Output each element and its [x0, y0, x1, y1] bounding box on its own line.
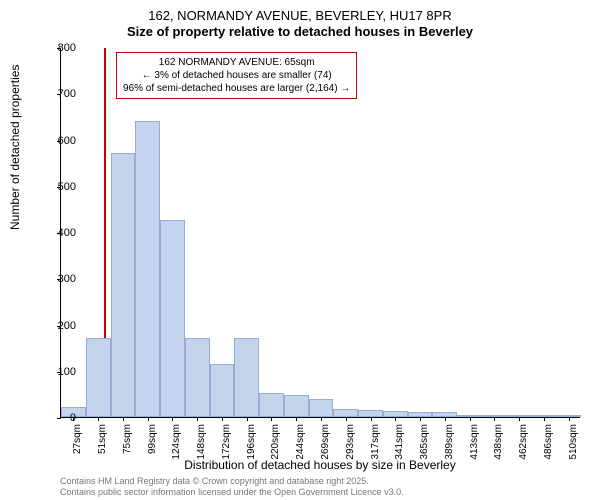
xtick-mark [445, 417, 446, 421]
histogram-bar [259, 393, 284, 417]
xtick-mark [420, 417, 421, 421]
xtick-mark [470, 417, 471, 421]
histogram-bar [358, 410, 383, 417]
xtick-mark [395, 417, 396, 421]
ytick-label: 800 [58, 42, 76, 54]
ytick-label: 0 [70, 412, 76, 424]
xtick-label: 99sqm [147, 424, 158, 464]
annotation-box: 162 NORMANDY AVENUE: 65sqm ← 3% of detac… [116, 52, 357, 99]
ytick-label: 300 [58, 273, 76, 285]
histogram-bar [284, 395, 309, 417]
xtick-mark [346, 417, 347, 421]
histogram-bar [135, 121, 160, 417]
histogram-bar [234, 338, 259, 417]
histogram-bar [333, 409, 358, 417]
xtick-label: 220sqm [270, 424, 281, 464]
xtick-mark [247, 417, 248, 421]
credits-line2: Contains public sector information licen… [60, 487, 404, 498]
xtick-label: 510sqm [568, 424, 579, 464]
ytick-label: 200 [58, 320, 76, 332]
y-axis-label: Number of detached properties [8, 65, 22, 230]
xtick-label: 196sqm [246, 424, 257, 464]
xtick-label: 293sqm [345, 424, 356, 464]
xtick-mark [172, 417, 173, 421]
xtick-label: 413sqm [469, 424, 480, 464]
xtick-label: 438sqm [493, 424, 504, 464]
xtick-label: 486sqm [543, 424, 554, 464]
xtick-mark [222, 417, 223, 421]
ytick-label: 400 [58, 227, 76, 239]
xtick-label: 124sqm [171, 424, 182, 464]
histogram-bar [111, 153, 136, 417]
annotation-line1: 162 NORMANDY AVENUE: 65sqm [123, 56, 350, 69]
chart-title-main: 162, NORMANDY AVENUE, BEVERLEY, HU17 8PR [0, 8, 600, 23]
ytick-label: 600 [58, 135, 76, 147]
xtick-mark [98, 417, 99, 421]
xtick-label: 27sqm [72, 424, 83, 464]
ytick-label: 700 [58, 88, 76, 100]
xtick-mark [494, 417, 495, 421]
xtick-mark [296, 417, 297, 421]
histogram-bar [210, 364, 235, 417]
chart-title-sub: Size of property relative to detached ho… [0, 24, 600, 39]
xtick-label: 244sqm [295, 424, 306, 464]
xtick-mark [123, 417, 124, 421]
xtick-mark [569, 417, 570, 421]
annotation-line3: 96% of semi-detached houses are larger (… [123, 82, 350, 95]
histogram-bar [185, 338, 210, 417]
xtick-label: 75sqm [122, 424, 133, 464]
ytick-label: 500 [58, 181, 76, 193]
credits: Contains HM Land Registry data © Crown c… [60, 476, 404, 498]
xtick-label: 148sqm [196, 424, 207, 464]
ytick-label: 100 [58, 366, 76, 378]
histogram-bar [86, 338, 111, 417]
xtick-mark [148, 417, 149, 421]
plot-area: 162 NORMANDY AVENUE: 65sqm ← 3% of detac… [60, 48, 580, 418]
xtick-label: 317sqm [370, 424, 381, 464]
credits-line1: Contains HM Land Registry data © Crown c… [60, 476, 404, 487]
annotation-line2: ← 3% of detached houses are smaller (74) [123, 69, 350, 82]
chart-container: 162, NORMANDY AVENUE, BEVERLEY, HU17 8PR… [0, 0, 600, 500]
xtick-mark [197, 417, 198, 421]
xtick-mark [271, 417, 272, 421]
xtick-mark [519, 417, 520, 421]
histogram-bar [160, 220, 185, 417]
xtick-label: 365sqm [419, 424, 430, 464]
histogram-bar [309, 399, 334, 417]
xtick-label: 389sqm [444, 424, 455, 464]
xtick-mark [544, 417, 545, 421]
xtick-label: 51sqm [97, 424, 108, 464]
xtick-mark [371, 417, 372, 421]
xtick-label: 462sqm [518, 424, 529, 464]
ytick-mark [57, 418, 61, 419]
xtick-mark [321, 417, 322, 421]
xtick-label: 269sqm [320, 424, 331, 464]
xtick-label: 172sqm [221, 424, 232, 464]
xtick-label: 341sqm [394, 424, 405, 464]
